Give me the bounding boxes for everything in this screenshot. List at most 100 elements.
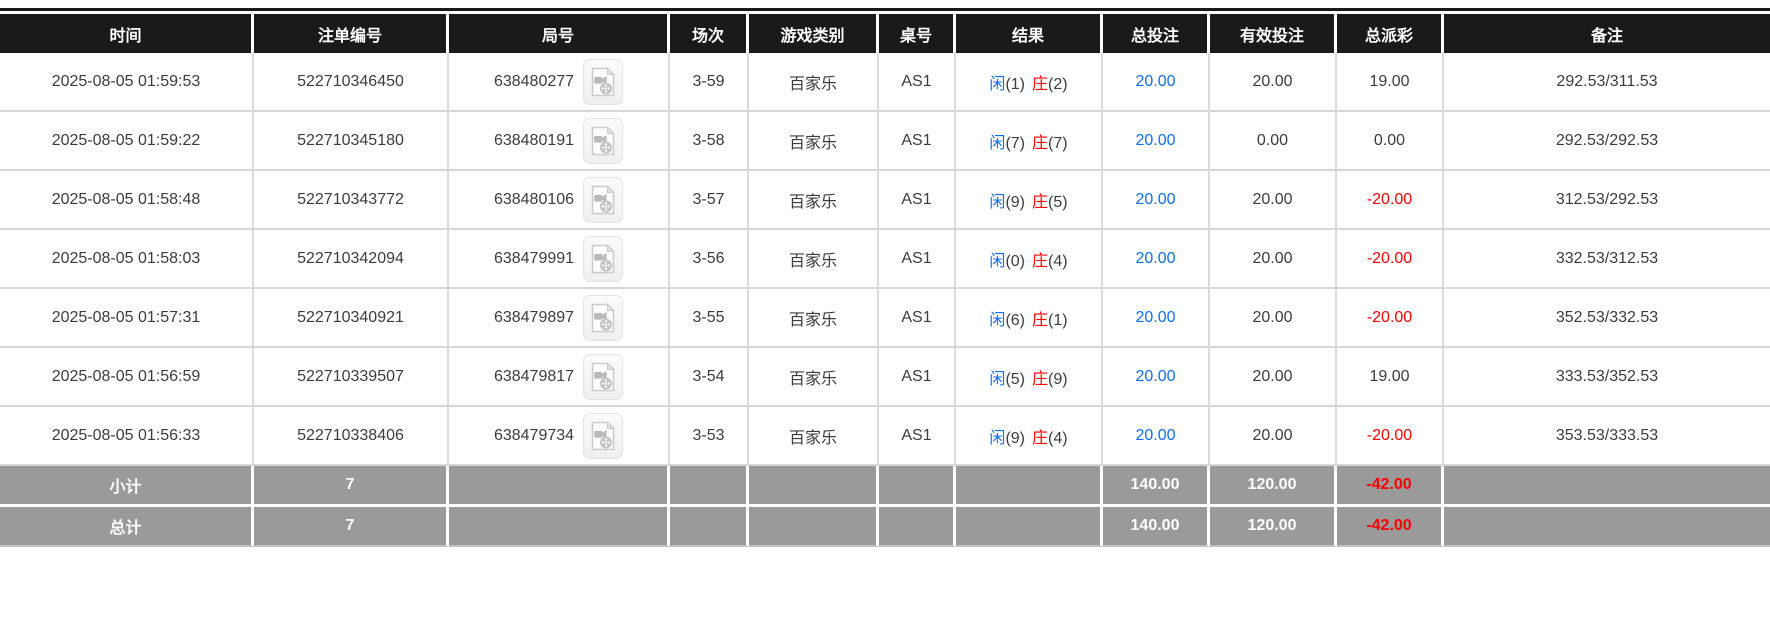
table-summary: 小计 7 140.00 120.00 -42.00 总计 7 140.00 12…: [0, 466, 1770, 547]
cell-round-number: 638480191: [449, 112, 670, 171]
cell-remark: 292.53/292.53: [1444, 112, 1770, 171]
video-replay-button[interactable]: [583, 412, 624, 459]
cell-result: 闲(6) 庄(1): [956, 289, 1103, 348]
table-row: 2025-08-05 01:56:59 522710339507 6384798…: [0, 348, 1770, 407]
cell-valid-bet: 20.00: [1210, 230, 1337, 289]
result-banker-score: (4): [1048, 252, 1068, 270]
cell-time: 2025-08-05 01:58:03: [0, 230, 254, 289]
cell-bet-number: 522710342094: [254, 230, 449, 289]
cell-game-type: 百家乐: [749, 53, 879, 112]
summary-valid-bet: 120.00: [1210, 507, 1337, 547]
cell-session: 3-54: [670, 348, 749, 407]
cell-table-number: AS1: [879, 53, 956, 112]
cell-valid-bet: 20.00: [1210, 171, 1337, 230]
top-divider: [0, 8, 1770, 11]
video-replay-button[interactable]: [583, 58, 624, 105]
result-banker-label: 庄: [1032, 311, 1049, 329]
cell-game-type: 百家乐: [749, 171, 879, 230]
cell-total-bet: 20.00: [1103, 230, 1210, 289]
result-player-label: 闲: [989, 75, 1006, 93]
result-banker-score: (4): [1048, 429, 1068, 447]
cell-bet-number: 522710346450: [254, 53, 449, 112]
cell-table-number: AS1: [879, 407, 956, 466]
cell-game-type: 百家乐: [749, 112, 879, 171]
result-player-label: 闲: [989, 370, 1006, 388]
cell-round-number: 638479817: [449, 348, 670, 407]
cell-round-number: 638480277: [449, 53, 670, 112]
video-replay-button[interactable]: [583, 235, 624, 282]
video-file-icon: [591, 125, 615, 155]
video-file-icon: [591, 361, 615, 391]
cell-session: 3-55: [670, 289, 749, 348]
round-number-text: 638480106: [493, 190, 575, 208]
result-banker-score: (7): [1048, 134, 1068, 152]
video-replay-button[interactable]: [583, 294, 624, 341]
result-banker-score: (5): [1048, 193, 1068, 211]
summary-empty-round: [449, 466, 670, 507]
result-banker-label: 庄: [1032, 429, 1049, 447]
cell-round-number: 638479734: [449, 407, 670, 466]
column-header-10: 备注: [1444, 14, 1770, 53]
column-header-9: 总派彩: [1337, 14, 1444, 53]
result-player-label: 闲: [989, 134, 1006, 152]
video-replay-button[interactable]: [583, 353, 624, 400]
cell-payout: -20.00: [1337, 289, 1444, 348]
result-player-label: 闲: [989, 429, 1006, 447]
summary-empty-game: [749, 466, 879, 507]
cell-total-bet: 20.00: [1103, 112, 1210, 171]
cell-session: 3-57: [670, 171, 749, 230]
column-header-8: 有效投注: [1210, 14, 1337, 53]
cell-bet-number: 522710345180: [254, 112, 449, 171]
column-header-3: 场次: [670, 14, 749, 53]
cell-payout: 19.00: [1337, 53, 1444, 112]
result-banker-label: 庄: [1032, 75, 1049, 93]
cell-table-number: AS1: [879, 171, 956, 230]
cell-time: 2025-08-05 01:59:22: [0, 112, 254, 171]
cell-result: 闲(9) 庄(4): [956, 407, 1103, 466]
video-file-icon: [591, 184, 615, 214]
cell-valid-bet: 0.00: [1210, 112, 1337, 171]
table-body: 2025-08-05 01:59:53 522710346450 6384802…: [0, 53, 1770, 466]
cell-payout: -20.00: [1337, 407, 1444, 466]
cell-table-number: AS1: [879, 112, 956, 171]
result-banker-label: 庄: [1032, 370, 1049, 388]
video-replay-button[interactable]: [583, 176, 624, 223]
cell-valid-bet: 20.00: [1210, 407, 1337, 466]
result-player-score: (5): [1005, 370, 1025, 388]
cell-game-type: 百家乐: [749, 289, 879, 348]
summary-empty-session: [670, 507, 749, 547]
round-number-text: 638479897: [493, 308, 575, 326]
cell-bet-number: 522710340921: [254, 289, 449, 348]
video-file-icon: [591, 243, 615, 273]
summary-row: 小计 7 140.00 120.00 -42.00: [0, 466, 1770, 507]
result-player-label: 闲: [989, 193, 1006, 211]
cell-result: 闲(5) 庄(9): [956, 348, 1103, 407]
summary-empty-remark: [1444, 466, 1770, 507]
header-row: 时间 注单编号 局号 场次 游戏类别 桌号 结果 总投注 有效投注 总派彩 备注: [0, 14, 1770, 53]
summary-total-bet: 140.00: [1103, 466, 1210, 507]
cell-game-type: 百家乐: [749, 348, 879, 407]
cell-time: 2025-08-05 01:56:33: [0, 407, 254, 466]
video-replay-button[interactable]: [583, 117, 624, 164]
cell-result: 闲(1) 庄(2): [956, 53, 1103, 112]
cell-remark: 312.53/292.53: [1444, 171, 1770, 230]
cell-result: 闲(9) 庄(5): [956, 171, 1103, 230]
summary-payout: -42.00: [1337, 507, 1444, 547]
round-number-text: 638479817: [493, 367, 575, 385]
cell-remark: 332.53/312.53: [1444, 230, 1770, 289]
cell-remark: 352.53/332.53: [1444, 289, 1770, 348]
round-number-text: 638480277: [493, 72, 575, 90]
cell-bet-number: 522710343772: [254, 171, 449, 230]
cell-payout: 0.00: [1337, 112, 1444, 171]
result-banker-score: (9): [1048, 370, 1068, 388]
table-row: 2025-08-05 01:58:48 522710343772 6384801…: [0, 171, 1770, 230]
cell-valid-bet: 20.00: [1210, 53, 1337, 112]
column-header-0: 时间: [0, 14, 254, 53]
column-header-4: 游戏类别: [749, 14, 879, 53]
table-row: 2025-08-05 01:57:31 522710340921 6384798…: [0, 289, 1770, 348]
summary-empty-table: [879, 466, 956, 507]
cell-remark: 292.53/311.53: [1444, 53, 1770, 112]
video-file-icon: [591, 302, 615, 332]
table-row: 2025-08-05 01:59:53 522710346450 6384802…: [0, 53, 1770, 112]
result-banker-score: (1): [1048, 311, 1068, 329]
